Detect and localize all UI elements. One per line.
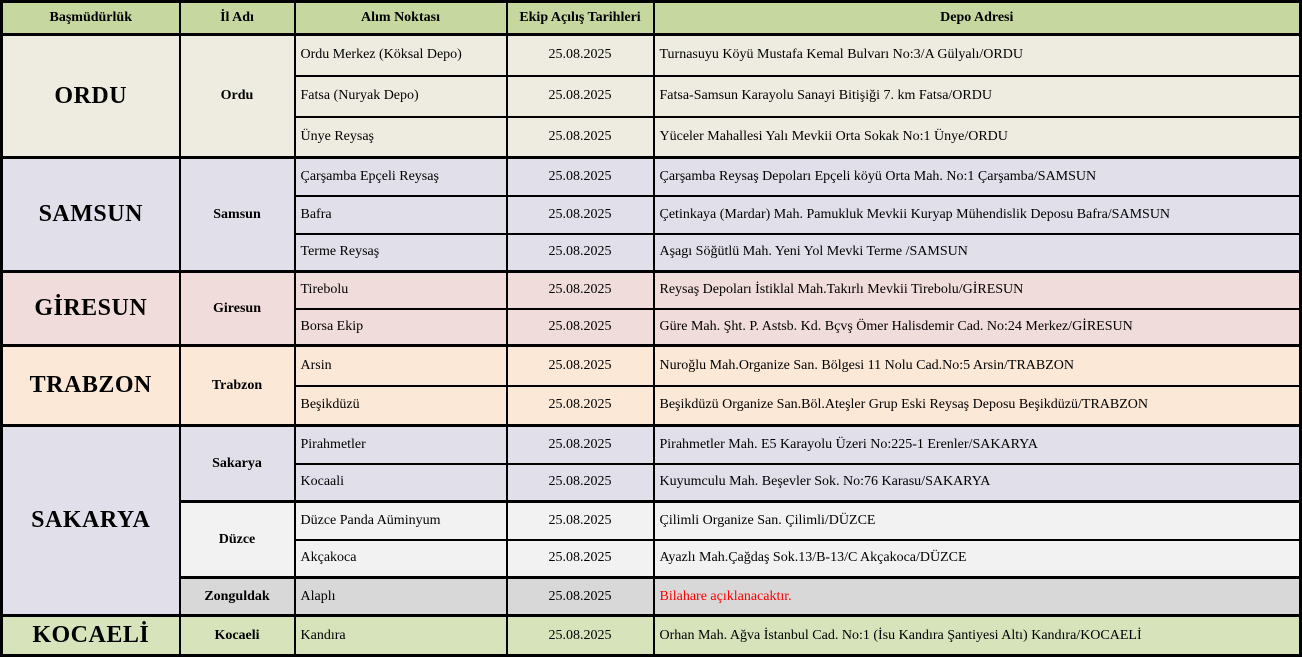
region-cell-giresun: GİRESUN [0, 270, 181, 347]
address-cell: Çarşamba Reysaş Depoları Epçeli köyü Ort… [652, 156, 1302, 197]
region-cell-sakarya: SAKARYA [0, 424, 181, 617]
region-cell-samsun: SAMSUN [0, 156, 181, 273]
address-cell: Çetinkaya (Mardar) Mah. Pamukluk Mevkii … [652, 194, 1302, 235]
address-cell: Nuroğlu Mah.Organize San. Bölgesi 11 Nol… [652, 344, 1302, 387]
date-cell: 25.08.2025 [505, 384, 655, 427]
date-cell: 25.08.2025 [505, 156, 655, 197]
table-row: TRABZON Trabzon Arsin 25.08.2025 Nuroğlu… [0, 344, 1302, 427]
date-cell: 25.08.2025 [505, 462, 655, 503]
date-cell: 25.08.2025 [505, 614, 655, 657]
table-row: Akçakoca 25.08.2025 Ayazlı Mah.Çağdaş So… [2, 538, 1302, 579]
province-cell-kocaeli: Kocaeli [178, 614, 296, 657]
table-row: Beşikdüzü 25.08.2025 Beşikdüzü Organize … [2, 384, 1302, 427]
table-row: KOCAELİ Kocaeli Kandıra 25.08.2025 Orhan… [0, 614, 1302, 657]
province-cell-ordu: Ordu [178, 33, 296, 159]
address-cell: Fatsa-Samsun Karayolu Sanayi Bitişiği 7.… [652, 74, 1302, 118]
province-cell-zonguldak: Zonguldak [178, 576, 296, 617]
pickup-point-cell: Borsa Ekip [293, 307, 508, 347]
address-cell: Pirahmetler Mah. E5 Karayolu Üzeri No:22… [652, 424, 1302, 465]
date-cell: 25.08.2025 [505, 500, 655, 541]
pickup-point-cell: Arsin [293, 344, 508, 387]
pickup-point-cell: Ünye Reysaş [293, 115, 508, 159]
table-row: Terme Reysaş 25.08.2025 Aşagı Söğütlü Ma… [2, 232, 1302, 273]
date-cell: 25.08.2025 [505, 576, 655, 617]
column-header-depo-adresi: Depo Adresi [652, 0, 1302, 36]
table-row: Ünye Reysaş 25.08.2025 Yüceler Mahallesi… [2, 115, 1302, 159]
table-row: Fatsa (Nuryak Depo) 25.08.2025 Fatsa-Sam… [2, 74, 1302, 118]
header-row: Başmüdürlük İl Adı Alım Noktası Ekip Açı… [0, 0, 1302, 36]
pickup-point-cell: Alaplı [293, 576, 508, 617]
date-cell: 25.08.2025 [505, 344, 655, 387]
province-cell-trabzon: Trabzon [178, 344, 296, 427]
pickup-point-cell: Tirebolu [293, 270, 508, 310]
region-cell-kocaeli: KOCAELİ [0, 614, 181, 657]
column-header-il-adi: İl Adı [178, 0, 296, 36]
address-cell: Reysaş Depoları İstiklal Mah.Takırlı Mev… [652, 270, 1302, 310]
address-cell-pending: Bilahare açıklanacaktır. [652, 576, 1302, 617]
address-cell: Orhan Mah. Ağva İstanbul Cad. No:1 (İsu … [652, 614, 1302, 657]
address-cell: Yüceler Mahallesi Yalı Mevkii Orta Sokak… [652, 115, 1302, 159]
table-row: Zonguldak Alaplı 25.08.2025 Bilahare açı… [2, 576, 1302, 617]
address-cell: Aşagı Söğütlü Mah. Yeni Yol Mevki Terme … [652, 232, 1302, 273]
pickup-point-cell: Fatsa (Nuryak Depo) [293, 74, 508, 118]
region-cell-ordu: ORDU [0, 33, 181, 159]
date-cell: 25.08.2025 [505, 307, 655, 347]
date-cell: 25.08.2025 [505, 194, 655, 235]
column-header-ekip-acilis-tarihleri: Ekip Açılış Tarihleri [505, 0, 655, 36]
date-cell: 25.08.2025 [505, 74, 655, 118]
province-cell-duzce: Düzce [178, 500, 296, 579]
table-row: GİRESUN Giresun Tirebolu 25.08.2025 Reys… [0, 270, 1302, 347]
province-cell-giresun: Giresun [178, 270, 296, 347]
pickup-point-cell: Beşikdüzü [293, 384, 508, 427]
pickup-point-cell: Ordu Merkez (Köksal Depo) [293, 33, 508, 77]
pickup-point-cell: Çarşamba Epçeli Reysaş [293, 156, 508, 197]
table-row: Bafra 25.08.2025 Çetinkaya (Mardar) Mah.… [2, 194, 1302, 235]
address-cell: Ayazlı Mah.Çağdaş Sok.13/B-13/C Akçakoca… [652, 538, 1302, 579]
date-cell: 25.08.2025 [505, 270, 655, 310]
address-cell: Güre Mah. Şht. P. Astsb. Kd. Bçvş Ömer H… [652, 307, 1302, 347]
date-cell: 25.08.2025 [505, 538, 655, 579]
pickup-point-cell: Terme Reysaş [293, 232, 508, 273]
table-row: Düzce Düzce Panda Aüminyum 25.08.2025 Çi… [2, 500, 1302, 579]
pickup-point-cell: Bafra [293, 194, 508, 235]
table-row: SAMSUN Samsun Çarşamba Epçeli Reysaş 25.… [0, 156, 1302, 273]
pickup-point-cell: Akçakoca [293, 538, 508, 579]
date-cell: 25.08.2025 [505, 33, 655, 77]
address-cell: Kuyumculu Mah. Beşevler Sok. No:76 Karas… [652, 462, 1302, 503]
column-header-alim-noktasi: Alım Noktası [293, 0, 508, 36]
pickup-point-cell: Kandıra [293, 614, 508, 657]
province-cell-samsun: Samsun [178, 156, 296, 273]
address-cell: Çilimli Organize San. Çilimli/DÜZCE [652, 500, 1302, 541]
address-cell: Turnasuyu Köyü Mustafa Kemal Bulvarı No:… [652, 33, 1302, 77]
address-cell: Beşikdüzü Organize San.Böl.Ateşler Grup … [652, 384, 1302, 427]
pickup-point-cell: Pirahmetler [293, 424, 508, 465]
table-row: Borsa Ekip 25.08.2025 Güre Mah. Şht. P. … [2, 307, 1302, 347]
table-row: ORDU Ordu Ordu Merkez (Köksal Depo) 25.0… [0, 33, 1302, 159]
column-header-basmudurluk: Başmüdürlük [0, 0, 181, 36]
date-cell: 25.08.2025 [505, 424, 655, 465]
table-row: SAKARYA Sakarya Pirahmetler 25.08.2025 P… [0, 424, 1302, 617]
date-cell: 25.08.2025 [505, 232, 655, 273]
province-cell-sakarya: Sakarya [178, 424, 296, 503]
table-row: Kocaali 25.08.2025 Kuyumculu Mah. Beşevl… [2, 462, 1302, 503]
region-cell-trabzon: TRABZON [0, 344, 181, 427]
pickup-point-cell: Düzce Panda Aüminyum [293, 500, 508, 541]
pickup-point-cell: Kocaali [293, 462, 508, 503]
date-cell: 25.08.2025 [505, 115, 655, 159]
